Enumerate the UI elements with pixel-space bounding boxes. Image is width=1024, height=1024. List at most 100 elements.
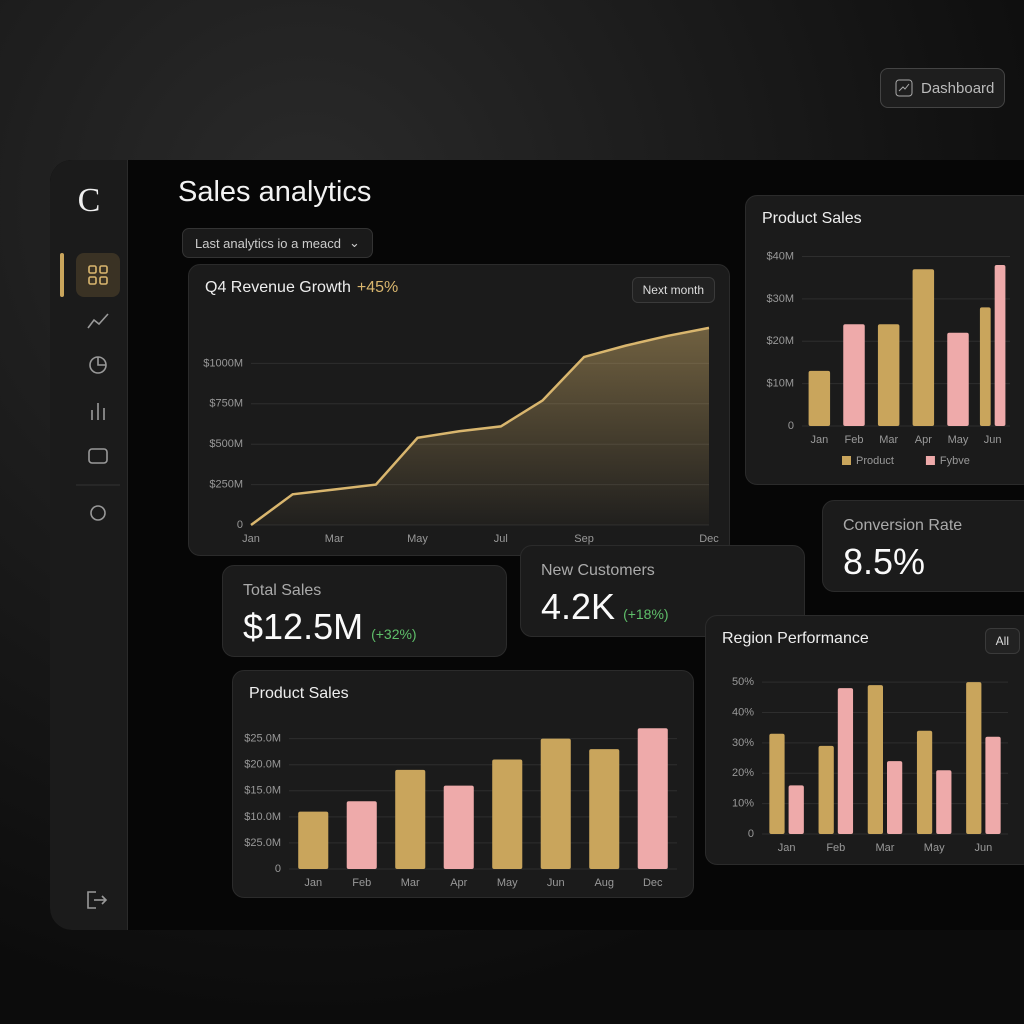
button-label: Dashboard: [921, 79, 995, 97]
kpi-value: 4.2K (+18%): [541, 586, 669, 628]
logout-icon[interactable]: [87, 891, 108, 909]
kpi-number: 8.5%: [843, 541, 926, 582]
y-tick-label: $1000M: [203, 357, 243, 369]
bar: [867, 685, 883, 834]
bar: [589, 749, 620, 869]
bar: [298, 811, 329, 869]
control-label: All: [995, 634, 1009, 648]
y-tick-label: $20.0M: [244, 759, 281, 771]
card-title: Q4 Revenue Growth +45%: [205, 279, 398, 297]
filter-label: Last analytics io a meacd: [195, 235, 341, 251]
grid-icon[interactable]: [88, 265, 108, 285]
pie-icon[interactable]: [89, 356, 107, 374]
x-tick-label: Jan: [242, 533, 260, 545]
bar: [637, 728, 668, 869]
annotation: +45%: [356, 279, 399, 296]
kpi-value: $12.5M (+32%): [243, 606, 417, 648]
x-tick-label: Dec: [699, 533, 719, 545]
kpi-label: Conversion Rate: [843, 517, 963, 534]
bar: [788, 785, 804, 834]
y-tick-label: 0: [748, 828, 754, 840]
y-tick-label: $15.0M: [244, 785, 281, 797]
y-tick-label: $20M: [766, 335, 794, 347]
x-tick-label: May: [924, 842, 945, 854]
chevron: ⌄: [348, 235, 360, 250]
kpi-change: (+18%): [623, 606, 669, 622]
x-tick-label: Feb: [845, 434, 864, 446]
sidebar: C: [50, 160, 128, 930]
bar: [837, 688, 854, 834]
filter-dropdown[interactable]: Last analytics io a meacd ⌄: [182, 228, 373, 258]
y-tick-label: $30M: [766, 293, 794, 305]
chart: 0 $25.0M $10.0M $15.0M $20.0M $25.0M Jan Feb Mar…: [244, 728, 677, 889]
x-tick-label: Sep: [574, 533, 594, 545]
y-tick-label: $40M: [766, 250, 794, 262]
line-icon[interactable]: [87, 313, 109, 329]
control-label: Next month: [642, 283, 704, 297]
x-tick-label: May: [407, 533, 428, 545]
dashboard-button[interactable]: Dashboard: [880, 68, 1005, 108]
active-indicator: [60, 253, 64, 297]
x-tick-label: Dec: [643, 877, 663, 889]
kpi-change: (+32%): [371, 626, 417, 642]
chart-title: Product Sales: [249, 685, 349, 702]
bar: [985, 736, 1001, 834]
y-tick-label: $500M: [209, 438, 243, 450]
y-tick-label: $25.0M: [244, 837, 281, 849]
product-sales-card: Product Sales 0 $10M $20M $30M $40M Jan Feb Mar…: [745, 195, 1024, 485]
kpi-card: Conversion Rate 8.5%: [822, 500, 1024, 592]
bar: [966, 682, 982, 834]
y-tick-label: 0: [275, 863, 281, 875]
product-sales-card: Product Sales 0 $25.0M $10.0M $15.0M $20.0M $…: [232, 670, 694, 898]
x-tick-label: Mar: [401, 877, 420, 889]
x-tick-label: Mar: [325, 533, 344, 545]
y-tick-label: 0: [237, 519, 243, 531]
bar-icon[interactable]: [91, 403, 105, 420]
x-tick-label: Jun: [984, 434, 1002, 446]
settings-icon[interactable]: [90, 505, 106, 521]
bar: [492, 759, 523, 869]
card-icon[interactable]: [88, 448, 108, 464]
y-tick-label: 50%: [732, 676, 754, 688]
bar: [936, 770, 952, 834]
x-tick-label: Jun: [547, 877, 565, 889]
bar: [979, 307, 991, 426]
app-panel: C Sales analytics Last analytics io a me…: [50, 160, 1024, 930]
bar: [443, 785, 474, 869]
logo: C: [77, 182, 101, 219]
chart: 0 10% 20% 30% 40% 50% Jan Feb Mar May Jun: [732, 676, 1008, 854]
bar: [877, 324, 900, 426]
x-tick-label: May: [948, 434, 969, 446]
x-tick-label: Aug: [594, 877, 614, 889]
y-tick-label: 10%: [732, 798, 754, 810]
nav-active[interactable]: [76, 253, 120, 297]
bar: [818, 745, 834, 834]
bar: [808, 370, 831, 426]
bar: [395, 769, 426, 869]
kpi-label: New Customers: [541, 562, 655, 579]
y-tick-label: $10.0M: [244, 811, 281, 823]
chart-title: Region Performance: [722, 630, 869, 647]
bar: [947, 332, 969, 426]
y-tick-label: 30%: [732, 737, 754, 749]
period-dropdown[interactable]: Next month: [631, 277, 715, 303]
line: [250, 326, 710, 527]
chart: 0 $10M $20M $30M $40M Jan Feb Mar Apr May Jun Produ…: [766, 250, 1010, 467]
x-tick-label: Feb: [352, 877, 371, 889]
bar: [540, 738, 571, 869]
bar: [912, 269, 935, 426]
chart: 0 $250M $500M $750M $1000M Jan Mar May Jul Sep Dec: [203, 326, 719, 545]
legend-swatch: [842, 456, 851, 465]
bar: [346, 801, 377, 869]
x-tick-label: Jun: [975, 842, 993, 854]
region-filter[interactable]: All: [984, 628, 1020, 654]
bar: [843, 324, 865, 426]
bar: [769, 733, 785, 834]
x-tick-label: Mar: [876, 842, 895, 854]
page-title: Sales analytics: [178, 176, 372, 208]
y-tick-label: $25.0M: [244, 733, 281, 745]
kpi-number: $12.5M: [243, 606, 364, 647]
kpi-card: Total Sales $12.5M (+32%): [222, 565, 507, 657]
x-tick-label: May: [497, 877, 518, 889]
y-tick-label: $250M: [209, 479, 243, 491]
